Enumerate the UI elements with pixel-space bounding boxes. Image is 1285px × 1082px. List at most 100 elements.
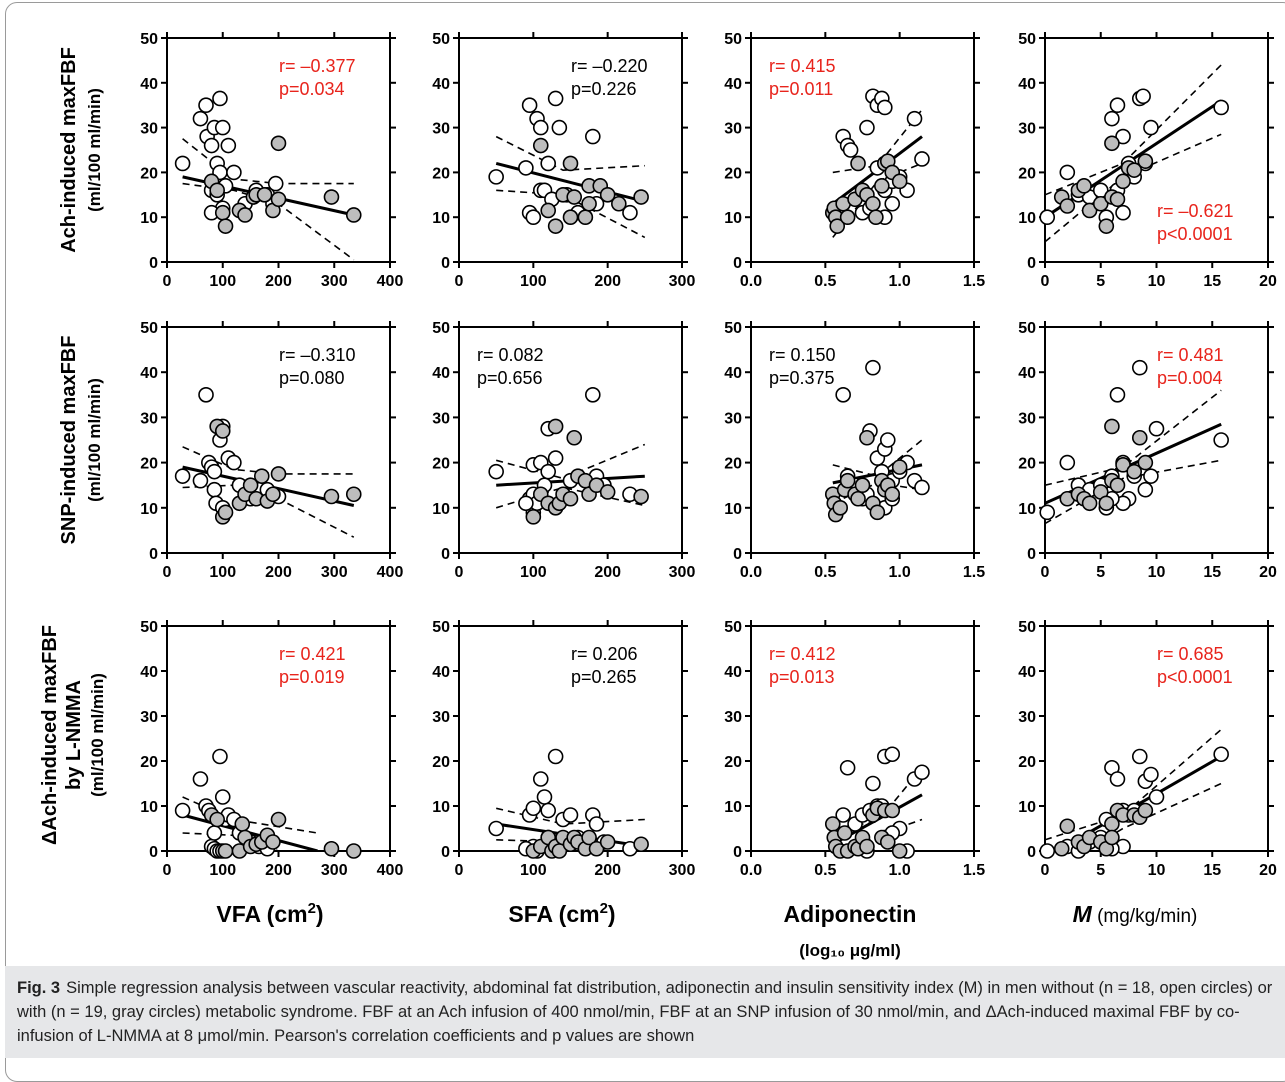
- x-tick-label: 100: [209, 862, 236, 879]
- x-tick-label: 400: [377, 564, 404, 581]
- panel-0-0: 0 10 20 30 40 50 0 100 200 300 400 r= –0.377 p=0.034: [140, 31, 403, 290]
- x-tick-label: 0: [163, 564, 172, 581]
- y-tick-label: 40: [140, 365, 158, 382]
- x-axis-title-2: Adiponectin: [784, 901, 917, 927]
- x-tick-label: 1.0: [889, 862, 911, 879]
- point-gray: [270, 811, 287, 828]
- point-open: [1143, 766, 1159, 783]
- point-open: [226, 164, 242, 181]
- point-gray: [525, 509, 542, 525]
- x-tick-label: 0: [1041, 273, 1050, 290]
- y-tick-label: 0: [1027, 546, 1036, 563]
- point-gray: [891, 173, 908, 190]
- y-tick-label: 20: [724, 456, 742, 473]
- y-tick-label: 0: [733, 844, 742, 861]
- point-gray: [209, 182, 225, 199]
- point-open: [914, 479, 930, 496]
- y-tick-label: 20: [432, 456, 450, 473]
- point-open: [547, 748, 564, 765]
- y-tick-label: 20: [724, 754, 742, 771]
- point-gray: [532, 137, 549, 154]
- y-tick-label: 40: [1018, 76, 1036, 93]
- y-tick-label: 50: [1018, 31, 1036, 48]
- point-gray: [270, 135, 287, 152]
- y-tick-label: 10: [140, 501, 158, 518]
- point-gray: [836, 825, 853, 841]
- point-gray: [234, 816, 251, 832]
- y-tick-label: 10: [724, 501, 742, 518]
- point-gray: [217, 843, 234, 859]
- panel-2-3: 0 10 20 30 40 50 0 5 10 15 20 r= 0.685 p<0.0001: [1018, 619, 1277, 879]
- point-gray: [1137, 153, 1154, 169]
- panel-0-1: 0 10 20 30 40 50 0 100 200 300 r= –0.220 p=0.226: [432, 31, 695, 290]
- point-open: [879, 432, 896, 448]
- y-tick-label: 20: [1018, 165, 1036, 182]
- y-tick-label: 0: [149, 546, 158, 563]
- point-gray: [1115, 173, 1131, 190]
- point-open: [906, 110, 923, 127]
- y-tick-label: 40: [432, 664, 450, 681]
- y-tick-label: 30: [140, 709, 158, 726]
- point-gray: [599, 484, 616, 500]
- point-open: [839, 759, 856, 776]
- x-tick-label: 0: [455, 862, 464, 879]
- point-open: [540, 802, 557, 819]
- y-tick-label: 50: [432, 619, 450, 636]
- point-open: [212, 748, 228, 765]
- point-gray: [865, 195, 881, 212]
- point-open: [174, 468, 191, 484]
- y-tick-label: 40: [724, 365, 742, 382]
- y-tick-label: 0: [441, 546, 450, 563]
- y-tick-label: 0: [441, 844, 450, 861]
- point-open: [518, 160, 534, 176]
- y-tick-label: 50: [724, 320, 742, 337]
- panel-1-1: 0 10 20 30 40 50 0 100 200 300 r= 0.082 p=0.656: [432, 320, 695, 581]
- row-label-0-line-1: (ml/100 ml/min): [85, 88, 104, 212]
- r-value-label: r= 0.412: [769, 644, 836, 664]
- x-tick-label: 10: [1148, 273, 1166, 290]
- r-value-label: r= 0.481: [1157, 345, 1224, 365]
- y-tick-label: 30: [140, 410, 158, 427]
- point-gray: [581, 195, 597, 212]
- point-open: [488, 820, 504, 837]
- figure-caption: Fig. 3 Simple regression analysis between…: [5, 966, 1285, 1058]
- x-tick-label: 15: [1203, 862, 1221, 879]
- point-open: [1039, 209, 1056, 225]
- y-tick-label: 30: [724, 410, 742, 427]
- point-open: [914, 764, 930, 781]
- point-open: [206, 825, 223, 841]
- x-tick-label: 10: [1148, 862, 1166, 879]
- x-axis-title-0: VFA (cm2): [216, 900, 323, 927]
- row-label-2-line-0: ΔAch-induced maxFBF: [39, 625, 61, 845]
- point-open: [1137, 481, 1154, 498]
- y-tick-label: 20: [1018, 754, 1036, 771]
- point-open: [584, 128, 601, 145]
- y-tick-label: 20: [140, 456, 158, 473]
- x-tick-label: 300: [321, 564, 348, 581]
- point-gray: [824, 816, 841, 832]
- point-gray: [577, 209, 594, 225]
- point-open: [174, 155, 191, 172]
- r-value-label: r= –0.377: [279, 56, 356, 76]
- x-tick-label: 200: [594, 564, 621, 581]
- y-tick-label: 30: [724, 709, 742, 726]
- point-gray: [1076, 178, 1092, 194]
- point-gray: [1104, 135, 1120, 152]
- point-open: [192, 110, 209, 127]
- caption-text: Simple regression analysis between vascu…: [17, 979, 1273, 1045]
- p-value-label: p<0.0001: [1157, 667, 1233, 687]
- x-tick-label: 5: [1096, 273, 1105, 290]
- x-axis-title-3: M (mg/kg/min): [1073, 901, 1198, 927]
- y-tick-label: 30: [1018, 121, 1036, 138]
- point-gray: [547, 218, 564, 234]
- r-value-label: r= –0.621: [1157, 201, 1234, 221]
- point-gray: [1081, 202, 1098, 219]
- point-open: [865, 359, 881, 376]
- y-tick-label: 10: [724, 799, 742, 816]
- point-open: [884, 746, 901, 763]
- point-gray: [1053, 840, 1070, 857]
- point-gray: [874, 178, 890, 194]
- y-tick-label: 10: [140, 799, 158, 816]
- x-tick-label: 1.0: [889, 273, 911, 290]
- x-tick-label: 5: [1096, 862, 1105, 879]
